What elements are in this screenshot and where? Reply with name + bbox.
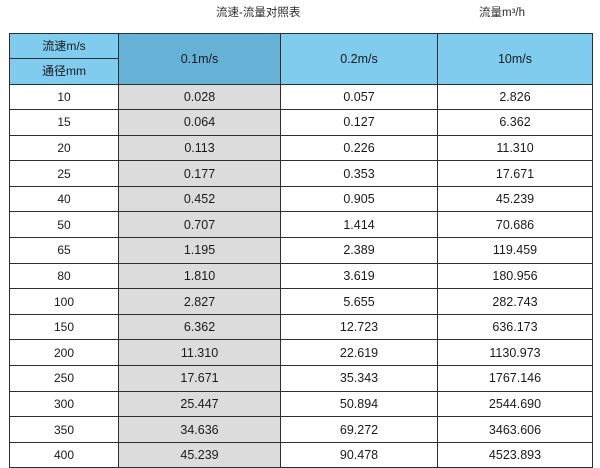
cell-flow-0-2: 90.478 xyxy=(280,441,438,468)
table-row: 25 0.177 0.353 17.671 xyxy=(9,160,593,187)
cell-flow-10: 180.956 xyxy=(437,262,593,290)
table-row: 80 1.810 3.619 180.956 xyxy=(9,262,593,290)
table-title: 流速-流量对照表 xyxy=(216,7,301,19)
cell-flow-0-1: 0.707 xyxy=(118,211,281,239)
cell-flow-0-2: 12.723 xyxy=(280,313,438,341)
cell-nominal-diameter: 25 xyxy=(9,160,119,187)
cell-flow-0-2: 1.414 xyxy=(280,211,438,239)
cell-flow-0-1: 0.064 xyxy=(118,109,281,136)
cell-nominal-diameter: 300 xyxy=(9,390,119,418)
cell-flow-10: 45.239 xyxy=(437,185,593,213)
cell-flow-0-2: 0.057 xyxy=(280,83,438,111)
cell-flow-0-2: 0.905 xyxy=(280,185,438,213)
table-row: 15 0.064 0.127 6.362 xyxy=(9,109,593,136)
cell-flow-10: 119.459 xyxy=(437,237,593,264)
table-row: 350 34.636 69.272 3463.606 xyxy=(9,416,593,443)
table-row: 50 0.707 1.414 70.686 xyxy=(9,211,593,239)
header-corner-cell: 流速m/s 通径mm xyxy=(9,33,119,85)
table-row: 65 1.195 2.389 119.459 xyxy=(9,237,593,264)
cell-flow-0-1: 11.310 xyxy=(118,339,281,367)
cell-nominal-diameter: 80 xyxy=(9,262,119,290)
table-row: 150 6.362 12.723 636.173 xyxy=(9,313,593,341)
cell-flow-10: 4523.893 xyxy=(437,441,593,468)
cell-flow-10: 17.671 xyxy=(437,160,593,187)
cell-flow-0-2: 50.894 xyxy=(280,390,438,418)
cell-flow-0-1: 2.827 xyxy=(118,288,281,315)
cell-flow-10: 1767.146 xyxy=(437,365,593,392)
cell-nominal-diameter: 350 xyxy=(9,416,119,443)
cell-flow-10: 282.743 xyxy=(437,288,593,315)
cell-flow-0-2: 0.353 xyxy=(280,160,438,187)
cell-nominal-diameter: 65 xyxy=(9,237,119,264)
cell-flow-0-1: 6.362 xyxy=(118,313,281,341)
cell-flow-10: 636.173 xyxy=(437,313,593,341)
cell-flow-0-2: 5.655 xyxy=(280,288,438,315)
cell-flow-0-2: 0.226 xyxy=(280,134,438,162)
cell-flow-0-2: 3.619 xyxy=(280,262,438,290)
cell-nominal-diameter: 10 xyxy=(9,83,119,111)
cell-flow-0-1: 25.447 xyxy=(118,390,281,418)
cell-flow-0-1: 0.028 xyxy=(118,83,281,111)
table-header: 流速m/s 通径mm 0.1m/s 0.2m/s 10m/s xyxy=(9,33,593,85)
table-row: 100 2.827 5.655 282.743 xyxy=(9,288,593,315)
table-row: 300 25.447 50.894 2544.690 xyxy=(9,390,593,418)
header-velocity-0-2: 0.2m/s xyxy=(280,33,438,85)
cell-flow-0-2: 0.127 xyxy=(280,109,438,136)
cell-nominal-diameter: 20 xyxy=(9,134,119,162)
cell-nominal-diameter: 250 xyxy=(9,365,119,392)
cell-flow-10: 11.310 xyxy=(437,134,593,162)
cell-flow-0-1: 34.636 xyxy=(118,416,281,443)
table-row: 200 11.310 22.619 1130.973 xyxy=(9,339,593,367)
caption-strip: 流速-流量对照表 流量m³/h xyxy=(0,0,600,33)
header-velocity-0-1: 0.1m/s xyxy=(118,33,281,85)
cell-flow-0-2: 2.389 xyxy=(280,237,438,264)
cell-flow-0-1: 45.239 xyxy=(118,441,281,468)
flow-rate-table: 流速m/s 通径mm 0.1m/s 0.2m/s 10m/s 10 0.028 0.… xyxy=(9,33,593,468)
cell-flow-0-1: 17.671 xyxy=(118,365,281,392)
cell-flow-10: 70.686 xyxy=(437,211,593,239)
cell-nominal-diameter: 100 xyxy=(9,288,119,315)
cell-flow-0-2: 22.619 xyxy=(280,339,438,367)
cell-flow-10: 2.826 xyxy=(437,83,593,111)
cell-flow-0-1: 1.810 xyxy=(118,262,281,290)
table-row: 250 17.671 35.343 1767.146 xyxy=(9,365,593,392)
header-row: 流速m/s 通径mm 0.1m/s 0.2m/s 10m/s xyxy=(9,33,593,85)
header-velocity-10: 10m/s xyxy=(437,33,593,85)
cell-nominal-diameter: 200 xyxy=(9,339,119,367)
cell-nominal-diameter: 15 xyxy=(9,109,119,136)
cell-flow-10: 6.362 xyxy=(437,109,593,136)
table-row: 10 0.028 0.057 2.826 xyxy=(9,83,593,111)
cell-nominal-diameter: 40 xyxy=(9,185,119,213)
table-body: 10 0.028 0.057 2.826 15 0.064 0.127 6.362 20 0.11… xyxy=(9,83,593,468)
cell-flow-10: 2544.690 xyxy=(437,390,593,418)
cell-flow-0-1: 0.113 xyxy=(118,134,281,162)
flow-table-container: 流速m/s 通径mm 0.1m/s 0.2m/s 10m/s 10 0.028 0.… xyxy=(9,33,593,468)
header-velocity-label: 流速m/s xyxy=(10,34,118,60)
cell-flow-0-1: 0.177 xyxy=(118,160,281,187)
cell-nominal-diameter: 50 xyxy=(9,211,119,239)
table-row: 400 45.239 90.478 4523.893 xyxy=(9,441,593,468)
cell-flow-0-2: 35.343 xyxy=(280,365,438,392)
table-row: 40 0.452 0.905 45.239 xyxy=(9,185,593,213)
cell-nominal-diameter: 150 xyxy=(9,313,119,341)
cell-flow-0-2: 69.272 xyxy=(280,416,438,443)
header-diameter-label: 通径mm xyxy=(42,64,86,79)
table-row: 20 0.113 0.226 11.310 xyxy=(9,134,593,162)
cell-flow-10: 1130.973 xyxy=(437,339,593,367)
flow-unit-label: 流量m³/h xyxy=(479,7,525,19)
cell-nominal-diameter: 400 xyxy=(9,441,119,468)
cell-flow-10: 3463.606 xyxy=(437,416,593,443)
cell-flow-0-1: 1.195 xyxy=(118,237,281,264)
cell-flow-0-1: 0.452 xyxy=(118,185,281,213)
